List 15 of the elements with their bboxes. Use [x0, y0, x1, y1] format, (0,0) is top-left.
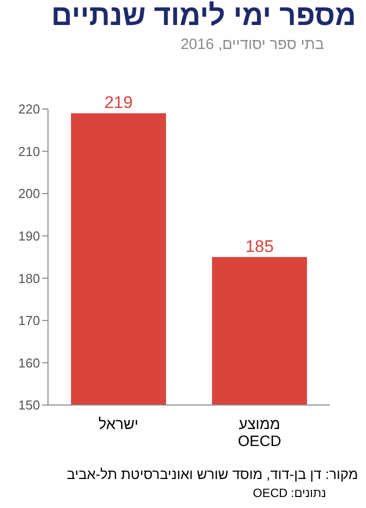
x-tick-label: ישראל [98, 416, 138, 433]
text: נתונים: OECD [252, 486, 326, 500]
chart-subtitle: בתי ספר יסודיים, 2016 [180, 36, 324, 53]
y-tick-label: 200 [18, 186, 40, 202]
text: מקור: דן בן-דוד, מוסד שורש ואוניברסיטת תל-אביב [66, 466, 358, 482]
y-tick-label: 190 [18, 228, 40, 244]
y-tick-label: 160 [18, 355, 40, 370]
y-tick-label: 180 [18, 270, 40, 286]
y-tick-label: 210 [18, 144, 40, 159]
data-label: 185 [245, 237, 274, 256]
data-label: 219 [104, 93, 133, 112]
y-tick-label: 150 [18, 398, 40, 413]
y-tick-label: 220 [18, 102, 40, 117]
y-tick-label: 170 [18, 313, 40, 328]
chart-title: מספר ימי לימוד שנתיים [51, 0, 356, 33]
